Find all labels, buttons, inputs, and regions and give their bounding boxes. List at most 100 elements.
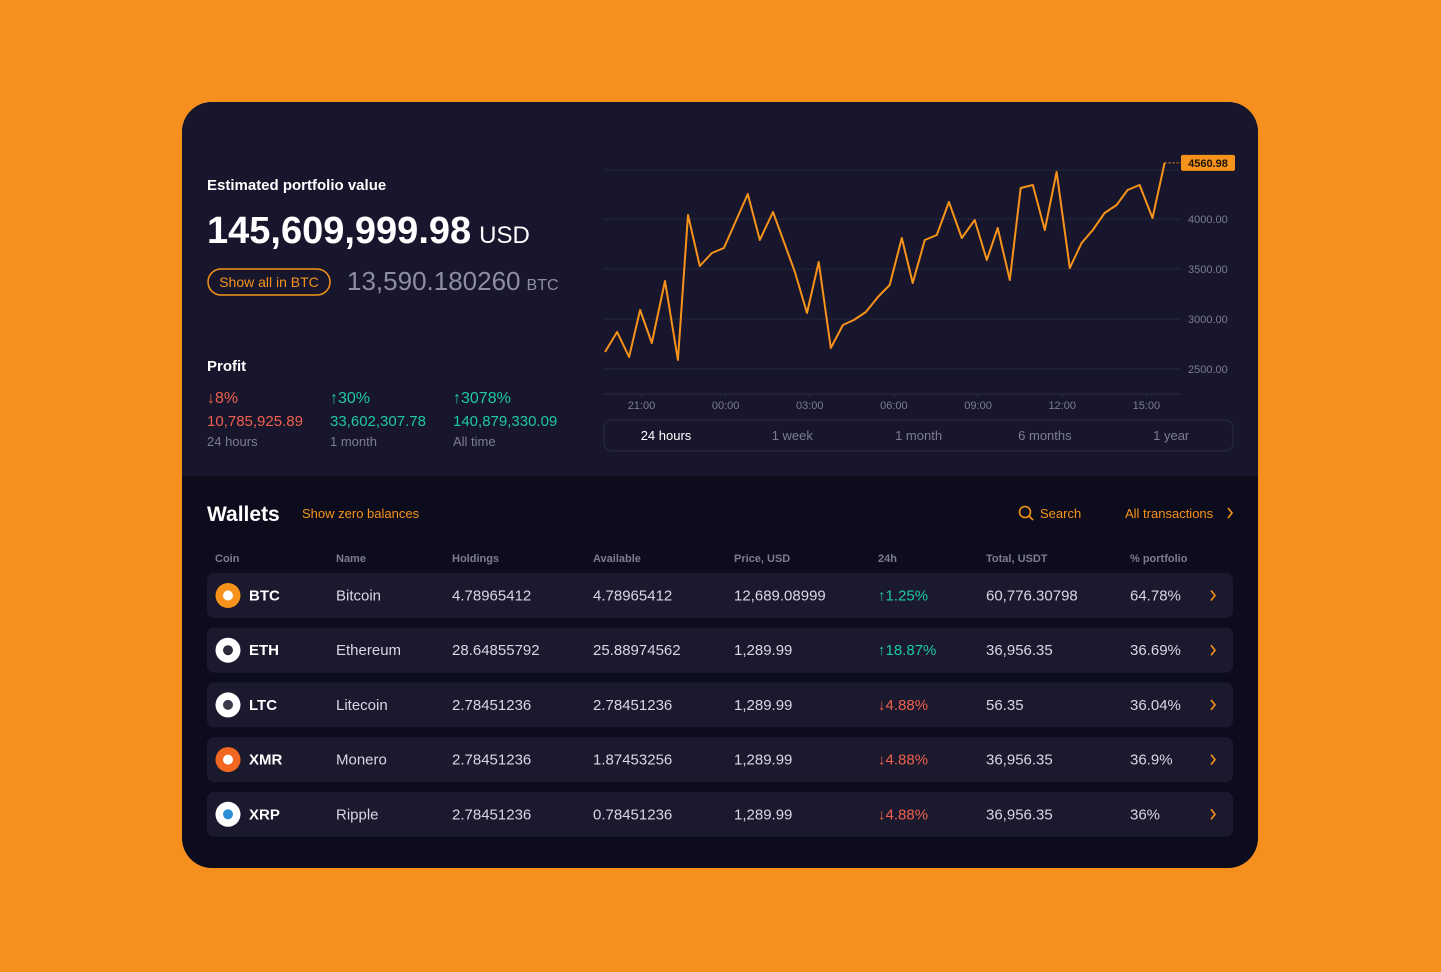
all-transactions[interactable]: All transactions <box>1125 506 1214 521</box>
search-icon[interactable] <box>1018 505 1032 519</box>
cell-available: 25.88974562 <box>593 642 681 659</box>
x-tick-label: 03:00 <box>796 400 824 412</box>
show-btc-text[interactable]: Show all in BTC <box>219 274 319 290</box>
range-tabs <box>603 419 1234 452</box>
cell-price: 1,289.99 <box>734 642 792 659</box>
x-tick-label: 15:00 <box>1133 400 1161 412</box>
cell-holdings: 2.78451236 <box>452 697 531 714</box>
cell-change: ↓4.88% <box>878 697 928 714</box>
coin-ticker: BTC <box>249 588 280 605</box>
cell-holdings: 2.78451236 <box>452 752 531 769</box>
cell-holdings: 28.64855792 <box>452 642 540 659</box>
cell-name: Ripple <box>336 806 379 823</box>
wallet-row[interactable] <box>207 682 1233 728</box>
profit-change: ↑3078% <box>453 390 511 407</box>
y-tick-label: 3500.00 <box>1188 264 1228 276</box>
coin-ticker: ETH <box>249 642 279 659</box>
cell-holdings: 4.78965412 <box>452 588 531 605</box>
profit-amount: 10,785,925.89 <box>207 413 303 430</box>
range-tab[interactable]: 6 months <box>1018 428 1072 443</box>
portfolio-amount: 145,609,999.98 <box>207 210 471 252</box>
cell-portfolio: 64.78% <box>1130 588 1181 605</box>
portfolio-value: 145,609,999.98 USD <box>207 210 530 252</box>
cell-change: ↑1.25% <box>878 588 928 605</box>
x-tick-label: 21:00 <box>628 400 656 412</box>
wallet-row[interactable] <box>207 573 1233 618</box>
profit-period: All time <box>453 434 496 449</box>
cell-available: 1.87453256 <box>593 752 672 769</box>
cell-change: ↓4.88% <box>878 752 928 769</box>
profit-period: 1 month <box>330 434 377 449</box>
y-tick-label: 4000.00 <box>1188 214 1228 226</box>
cell-total: 56.35 <box>986 697 1024 714</box>
cell-name: Ethereum <box>336 642 401 659</box>
price-line <box>604 162 1166 361</box>
coin-icon-inner <box>223 645 233 656</box>
cell-portfolio: 36.69% <box>1130 642 1181 659</box>
cell-change: ↓4.88% <box>878 806 928 823</box>
show-btc-button[interactable] <box>207 268 331 296</box>
profit-amount: 33,602,307.78 <box>330 413 426 430</box>
x-tick-label: 00:00 <box>712 400 740 412</box>
profit-change: ↑30% <box>330 390 370 407</box>
search[interactable]: Search <box>1040 506 1081 521</box>
row-chevron[interactable] <box>1210 754 1217 766</box>
coin-icon-inner <box>223 754 233 765</box>
column-header: Available <box>593 553 641 565</box>
column-header: % portfolio <box>1130 553 1188 565</box>
wallet-row[interactable] <box>207 627 1233 673</box>
wallet-row[interactable] <box>207 791 1233 837</box>
row-chevron[interactable] <box>1210 808 1217 820</box>
range-tab[interactable]: 1 month <box>895 428 942 443</box>
cell-total: 36,956.35 <box>986 642 1053 659</box>
row-chevron[interactable] <box>1210 644 1217 656</box>
x-tick-label: 06:00 <box>880 400 908 412</box>
btc-currency: BTC <box>527 277 559 294</box>
x-tick-label: 09:00 <box>964 400 992 412</box>
coin-ticker: LTC <box>249 697 277 714</box>
cell-total: 60,776.30798 <box>986 588 1078 605</box>
cell-available: 2.78451236 <box>593 697 672 714</box>
cell-holdings: 2.78451236 <box>452 806 531 823</box>
column-header: 24h <box>878 553 897 565</box>
btc-value: 13,590.180260 BTC <box>347 266 559 296</box>
profit-period: 24 hours <box>207 434 258 449</box>
search-icon-handle[interactable] <box>1028 515 1034 521</box>
coin-ticker: XMR <box>249 752 283 769</box>
column-header: Price, USD <box>734 553 790 565</box>
wallets-title: Wallets <box>207 503 280 526</box>
cell-portfolio: 36% <box>1130 806 1160 823</box>
current-badge <box>1181 154 1235 171</box>
profit-title: Profit <box>207 358 246 375</box>
card-top <box>182 102 1258 476</box>
content: Estimated portfolio value 145,609,999.98 U… <box>207 154 1235 837</box>
profit-amount: 140,879,330.09 <box>453 413 557 430</box>
cell-available: 0.78451236 <box>593 806 672 823</box>
cell-change: ↑18.87% <box>878 642 936 659</box>
cell-price: 1,289.99 <box>734 697 792 714</box>
cell-portfolio: 36.04% <box>1130 697 1181 714</box>
wallet-row[interactable] <box>207 737 1233 783</box>
range-tab[interactable]: 24 hours <box>641 428 692 443</box>
row-chevron[interactable] <box>1210 590 1217 601</box>
cell-price: 1,289.99 <box>734 806 792 823</box>
show-zero-toggle[interactable]: Show zero balances <box>302 506 420 521</box>
current-value: 4560.98 <box>1188 158 1228 170</box>
chevron[interactable] <box>1227 507 1234 519</box>
row-chevron[interactable] <box>1210 699 1217 711</box>
column-header: Total, USDT <box>986 553 1048 565</box>
coin-icon-inner <box>223 590 233 601</box>
column-header: Holdings <box>452 553 499 565</box>
cell-available: 4.78965412 <box>593 588 672 605</box>
coin-ticker: XRP <box>249 806 280 823</box>
portfolio-label: Estimated portfolio value <box>207 177 386 194</box>
range-tab[interactable]: 1 year <box>1153 428 1190 443</box>
cell-name: Monero <box>336 752 387 769</box>
cell-name: Bitcoin <box>336 588 381 605</box>
cell-price: 1,289.99 <box>734 752 792 769</box>
coin-icon-inner <box>223 809 233 820</box>
range-tab[interactable]: 1 week <box>772 428 814 443</box>
column-header: Name <box>336 553 366 565</box>
btc-amount: 13,590.180260 <box>347 266 521 296</box>
